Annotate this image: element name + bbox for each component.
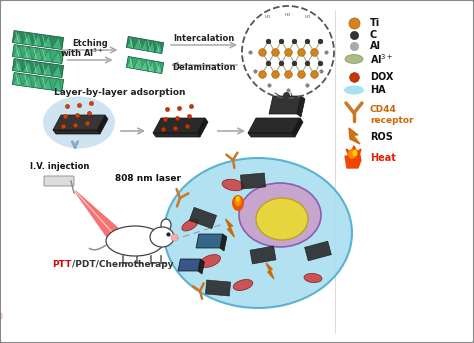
Ellipse shape — [150, 227, 174, 247]
Polygon shape — [12, 59, 64, 78]
Ellipse shape — [222, 179, 244, 191]
Polygon shape — [305, 241, 331, 261]
Text: I.V. injection: I.V. injection — [30, 162, 90, 171]
Polygon shape — [32, 76, 42, 88]
Polygon shape — [22, 47, 32, 59]
Polygon shape — [196, 234, 223, 248]
Polygon shape — [126, 57, 164, 73]
Polygon shape — [12, 59, 22, 72]
Polygon shape — [22, 33, 32, 45]
Ellipse shape — [164, 158, 352, 308]
Polygon shape — [248, 133, 295, 137]
Polygon shape — [22, 61, 32, 73]
Polygon shape — [345, 146, 361, 168]
Polygon shape — [12, 45, 22, 58]
Text: Layer-by-layer adsorption: Layer-by-layer adsorption — [54, 88, 186, 97]
Polygon shape — [97, 115, 108, 134]
Ellipse shape — [353, 150, 357, 156]
Ellipse shape — [233, 280, 253, 291]
Text: 808 nm laser: 808 nm laser — [115, 174, 181, 183]
Polygon shape — [126, 36, 164, 54]
Polygon shape — [74, 190, 127, 247]
Ellipse shape — [106, 226, 164, 256]
Text: HO: HO — [265, 15, 271, 19]
Text: HO: HO — [285, 13, 291, 17]
Polygon shape — [42, 63, 52, 76]
Polygon shape — [226, 219, 235, 237]
Polygon shape — [52, 65, 62, 78]
Polygon shape — [126, 57, 133, 69]
Ellipse shape — [161, 219, 171, 231]
Polygon shape — [12, 31, 64, 49]
Ellipse shape — [232, 195, 244, 211]
Polygon shape — [250, 246, 276, 264]
Text: HO: HO — [305, 15, 311, 19]
Polygon shape — [32, 62, 42, 75]
Ellipse shape — [200, 255, 220, 268]
Text: /PDT/Chemotherapy: /PDT/Chemotherapy — [72, 260, 173, 269]
Text: Delamination: Delamination — [172, 63, 236, 72]
Polygon shape — [74, 190, 127, 247]
Polygon shape — [205, 280, 230, 296]
Polygon shape — [189, 207, 217, 229]
Polygon shape — [133, 58, 140, 70]
Ellipse shape — [345, 55, 363, 63]
Polygon shape — [52, 79, 62, 92]
Polygon shape — [53, 115, 105, 130]
Ellipse shape — [256, 198, 308, 240]
Polygon shape — [12, 73, 22, 86]
Polygon shape — [240, 173, 265, 189]
Polygon shape — [147, 61, 155, 72]
Polygon shape — [248, 118, 300, 133]
Polygon shape — [42, 35, 52, 48]
Polygon shape — [32, 48, 42, 61]
Polygon shape — [12, 45, 64, 63]
Polygon shape — [42, 78, 52, 90]
Polygon shape — [12, 73, 64, 92]
Polygon shape — [140, 60, 147, 71]
Polygon shape — [52, 51, 62, 63]
Text: with Al$^{3+}$: with Al$^{3+}$ — [60, 47, 104, 59]
Text: DOX: DOX — [370, 72, 393, 82]
Polygon shape — [22, 75, 32, 87]
Text: Al: Al — [370, 41, 381, 51]
Text: Al$^{3+}$: Al$^{3+}$ — [370, 52, 393, 66]
Text: Intercalation: Intercalation — [173, 34, 235, 43]
Ellipse shape — [182, 219, 198, 231]
Polygon shape — [126, 37, 133, 49]
Polygon shape — [266, 263, 274, 279]
Polygon shape — [178, 259, 201, 271]
Polygon shape — [155, 42, 162, 54]
Text: HA: HA — [370, 85, 386, 95]
Polygon shape — [153, 133, 200, 137]
Ellipse shape — [236, 196, 240, 202]
Polygon shape — [269, 96, 301, 114]
Polygon shape — [153, 118, 205, 133]
Ellipse shape — [344, 85, 364, 95]
Text: Heat: Heat — [370, 153, 396, 163]
Polygon shape — [42, 49, 52, 62]
Ellipse shape — [347, 149, 361, 167]
Polygon shape — [197, 118, 208, 137]
Ellipse shape — [304, 273, 322, 283]
Polygon shape — [220, 234, 227, 251]
Polygon shape — [349, 128, 360, 144]
Text: ROS: ROS — [370, 132, 393, 142]
Ellipse shape — [348, 149, 356, 159]
Polygon shape — [53, 130, 100, 134]
Polygon shape — [140, 39, 147, 51]
Text: Etching: Etching — [72, 39, 108, 48]
Polygon shape — [297, 96, 305, 117]
Text: CD44
receptor: CD44 receptor — [370, 105, 413, 125]
Polygon shape — [147, 41, 155, 52]
Ellipse shape — [235, 196, 241, 206]
Polygon shape — [12, 31, 22, 44]
FancyBboxPatch shape — [44, 176, 74, 186]
Polygon shape — [32, 34, 42, 47]
Text: Ti: Ti — [370, 18, 380, 28]
Polygon shape — [155, 62, 162, 73]
Text: C: C — [370, 30, 377, 40]
Ellipse shape — [43, 96, 115, 149]
Polygon shape — [133, 38, 140, 50]
